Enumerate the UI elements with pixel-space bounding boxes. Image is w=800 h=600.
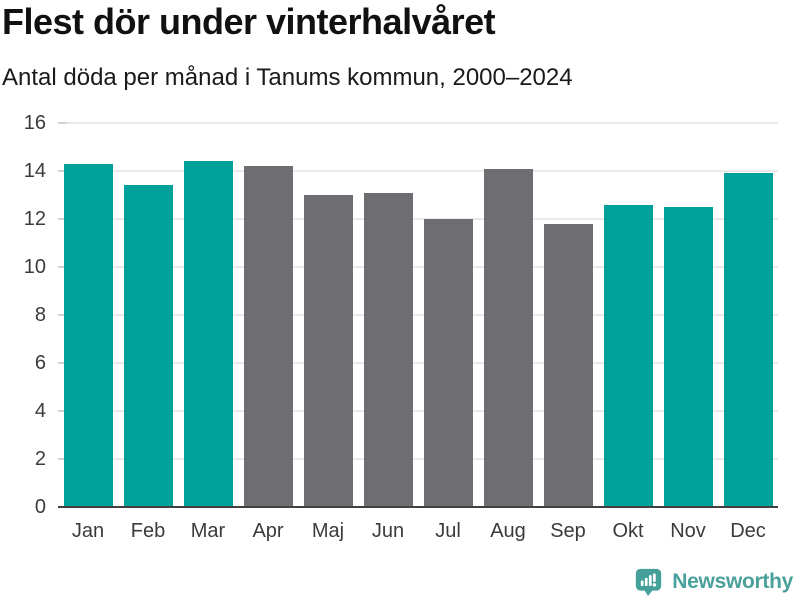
brand-name: Newsworthy [672, 570, 793, 593]
x-axis-label-dec: Dec [730, 520, 766, 542]
x-axis-label-nov: Nov [670, 520, 706, 542]
x-axis-label-mar: Mar [190, 520, 226, 542]
brand-footer: Newsworthy [634, 567, 793, 596]
bar-jul [423, 219, 473, 507]
y-axis-tick-8 [58, 314, 67, 316]
chart-title: Flest dör under vinterhalvåret [2, 1, 496, 42]
y-axis-tick-4 [58, 410, 67, 412]
y-axis-label-6: 6 [34, 352, 46, 374]
y-axis-label-4: 4 [34, 400, 46, 422]
y-axis-label-14: 14 [23, 160, 46, 182]
y-axis-label-12: 12 [23, 208, 46, 230]
x-axis-label-apr: Apr [252, 520, 284, 542]
bar-okt [603, 205, 653, 507]
y-axis-tick-10 [58, 266, 67, 268]
x-axis-label-jul: Jul [435, 520, 461, 542]
chart-subtitle: Antal döda per månad i Tanums kommun, 20… [2, 64, 573, 91]
bar-maj [303, 195, 353, 507]
bar-nov [663, 207, 713, 507]
y-axis-tick-16 [58, 122, 67, 124]
gridline-16 [58, 122, 778, 124]
y-axis-tick-14 [58, 170, 67, 172]
x-axis-label-jan: Jan [71, 520, 105, 542]
x-axis-label-maj: Maj [311, 520, 345, 542]
x-axis-label-sep: Sep [550, 520, 586, 542]
gridline-14 [58, 170, 778, 172]
y-axis-label-8: 8 [34, 304, 46, 326]
bar-sep [543, 224, 593, 507]
y-axis-tick-12 [58, 218, 67, 220]
y-axis-tick-6 [58, 362, 67, 364]
y-axis-tick-2 [58, 458, 67, 460]
x-axis-label-jun: Jun [371, 520, 405, 542]
x-axis-label-feb: Feb [130, 520, 166, 542]
bar-mar [183, 161, 233, 507]
x-axis-line [58, 506, 778, 508]
x-axis-label-aug: Aug [490, 520, 526, 542]
gridline-8 [58, 314, 778, 316]
bar-jun [363, 193, 413, 507]
gridline-4 [58, 410, 778, 412]
x-axis-label-okt: Okt [612, 520, 644, 542]
bar-dec [723, 173, 773, 507]
y-axis-label-16: 16 [23, 112, 46, 134]
y-axis-label-2: 2 [34, 448, 46, 470]
bar-feb [123, 185, 173, 507]
bar-jan [63, 164, 113, 507]
gridline-10 [58, 266, 778, 268]
gridline-12 [58, 218, 778, 220]
y-axis-label-10: 10 [23, 256, 46, 278]
bar-aug [483, 169, 533, 507]
newsworthy-logo-icon [636, 568, 662, 596]
y-axis-label-0: 0 [34, 496, 46, 518]
bar-apr [243, 166, 293, 507]
gridline-2 [58, 458, 778, 460]
gridline-6 [58, 362, 778, 364]
